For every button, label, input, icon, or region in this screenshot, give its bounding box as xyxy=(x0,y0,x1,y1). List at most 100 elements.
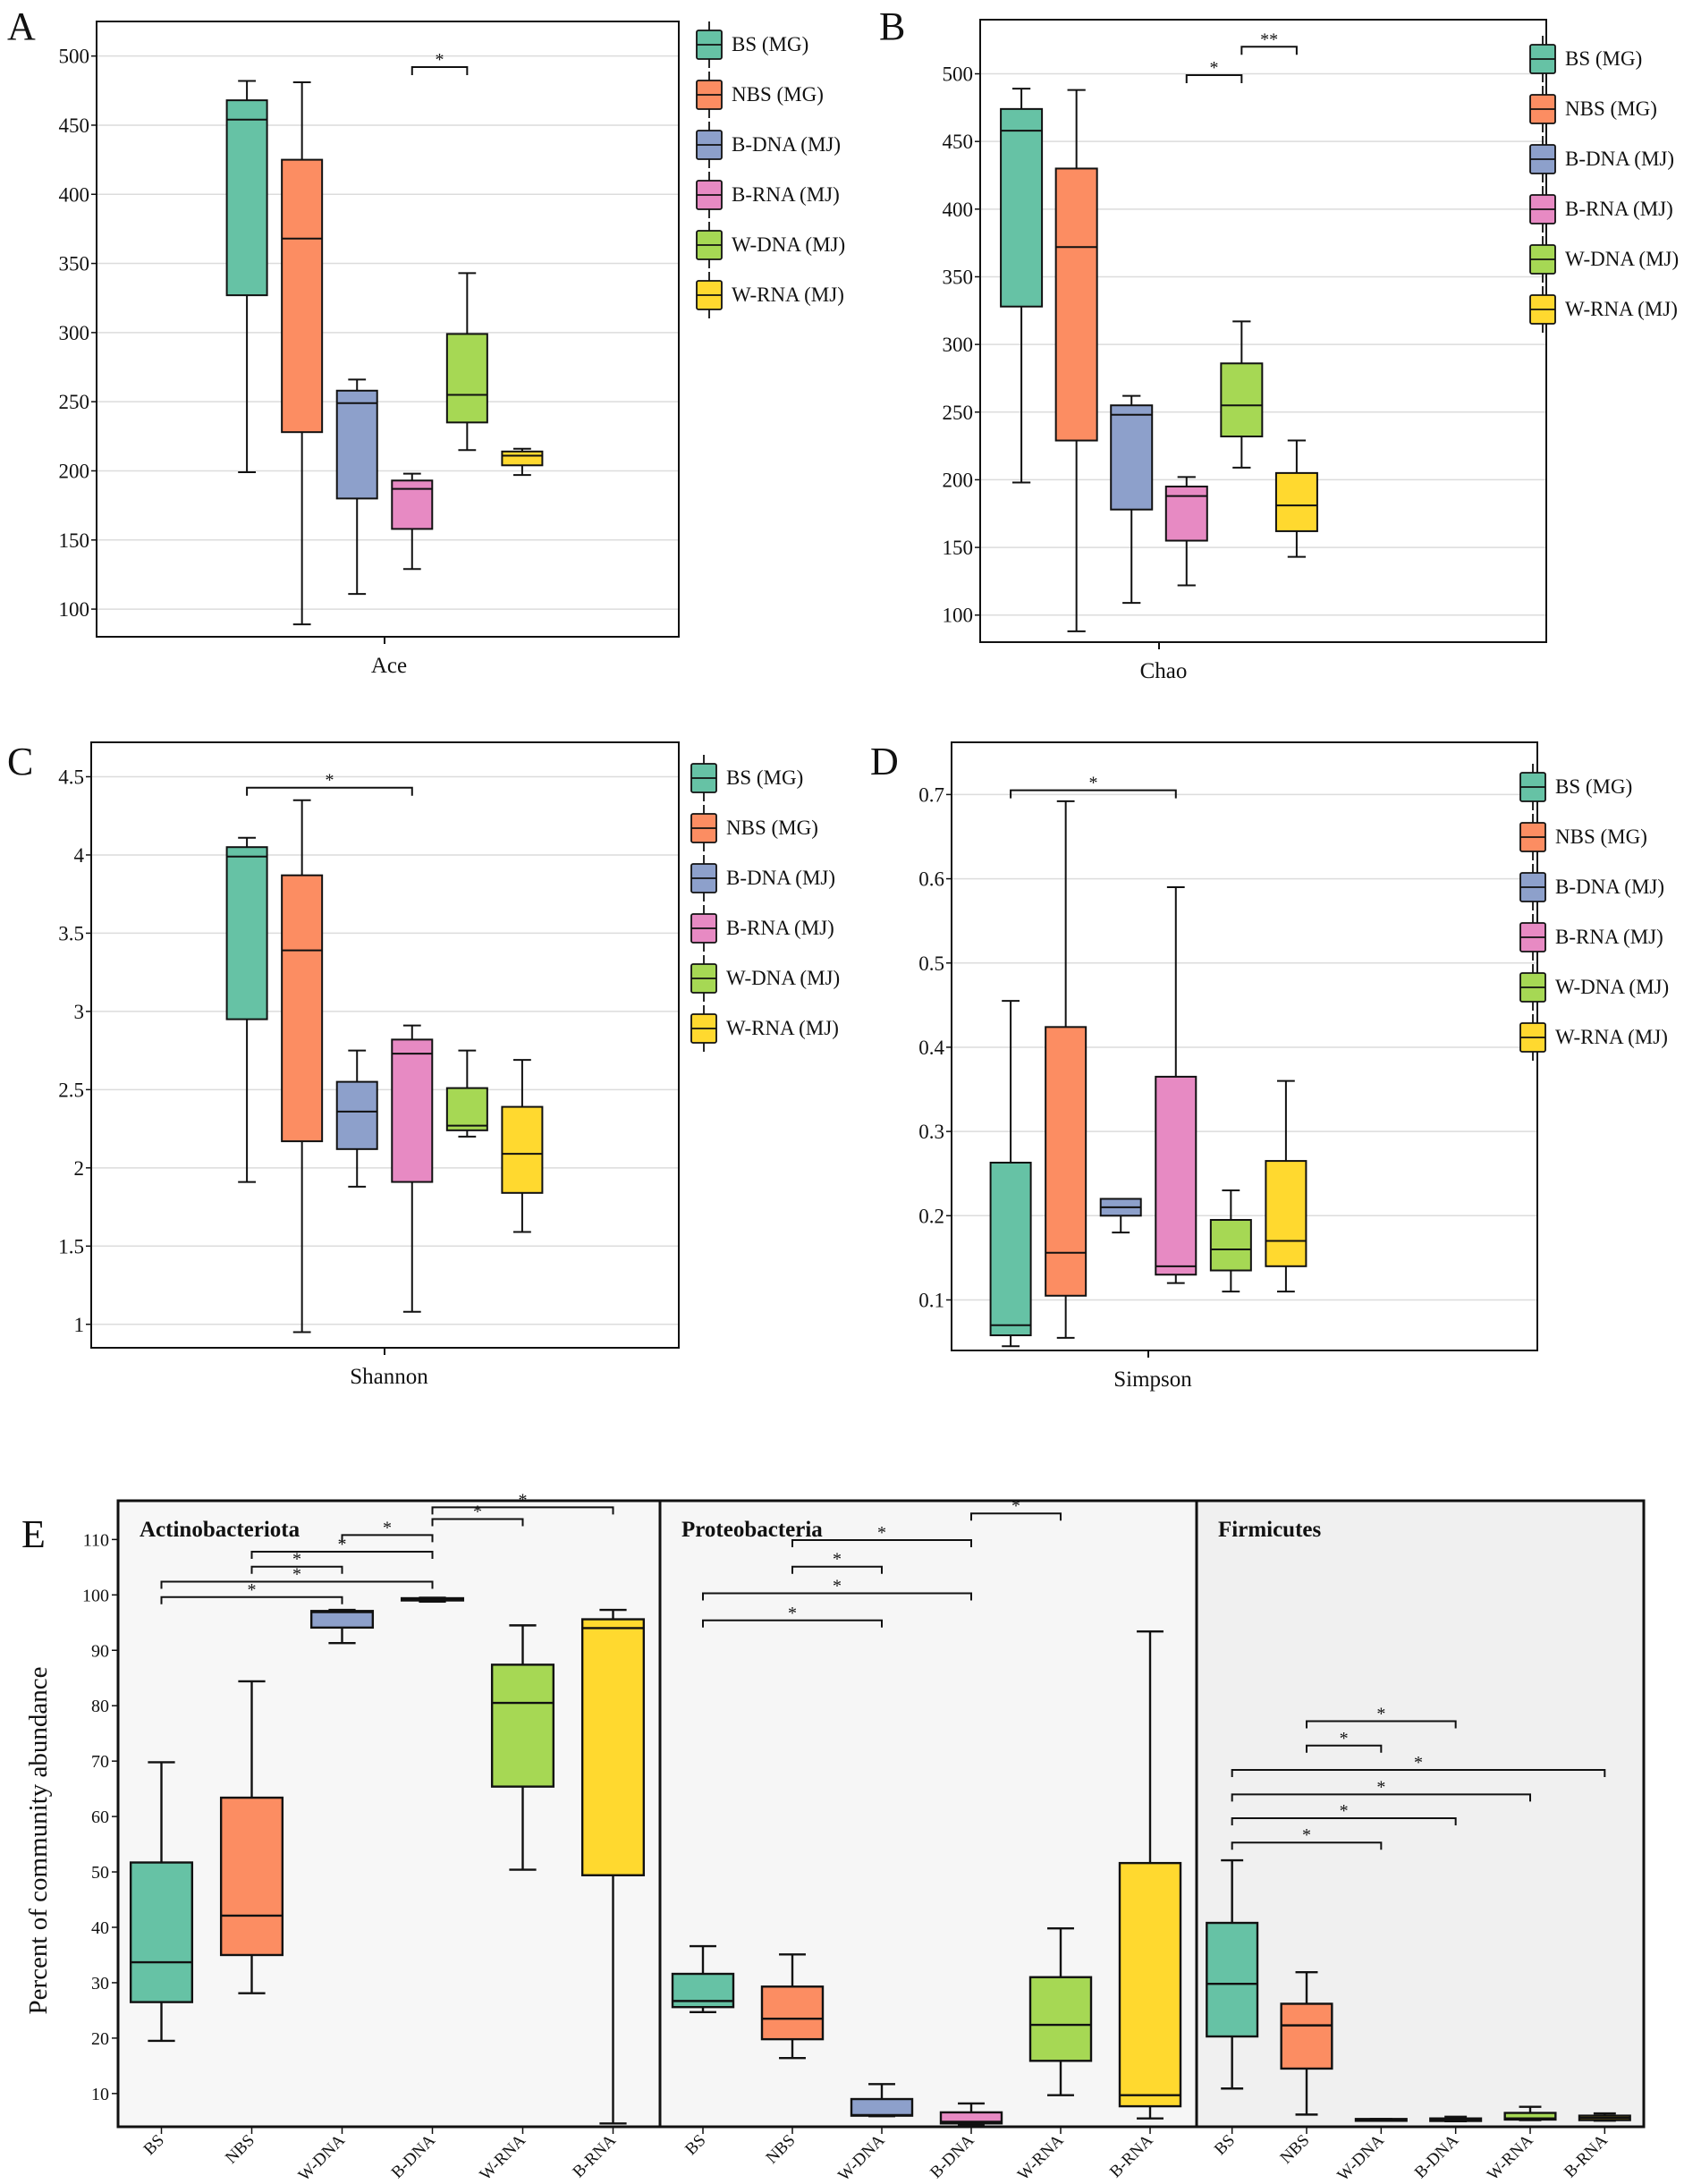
legend-boxplot-icon xyxy=(690,755,717,801)
y-axis-label: Percent of community abundance xyxy=(24,1667,53,2015)
significance-label: * xyxy=(1011,1496,1020,1516)
box-iqr xyxy=(225,99,268,297)
box-plot xyxy=(335,378,378,596)
legend-label: W-RNA (MJ) xyxy=(732,284,844,306)
plot-frame xyxy=(90,741,680,1349)
box-iqr xyxy=(281,158,324,434)
legend-boxplot-icon xyxy=(1519,814,1546,860)
y-tick-label: 40 xyxy=(91,1918,109,1938)
legend-label: W-DNA (MJ) xyxy=(732,233,846,256)
box-plot xyxy=(129,1761,194,2043)
bracket-line xyxy=(791,1565,883,1574)
box-plot xyxy=(501,447,544,477)
box-plot xyxy=(1209,1189,1252,1293)
legend-label: NBS (MG) xyxy=(726,817,818,839)
legend-boxplot-icon xyxy=(690,905,717,952)
box-plot xyxy=(445,272,488,452)
legend-boxplot-icon xyxy=(1529,86,1556,132)
facet-frame xyxy=(1195,1499,1646,2129)
legend-item: W-RNA (MJ) xyxy=(1518,1012,1669,1062)
box-plot xyxy=(309,1608,375,1645)
bracket-line xyxy=(1240,46,1298,55)
box-plot xyxy=(1429,2115,1483,2123)
legend-item: W-DNA (MJ) xyxy=(689,953,840,1003)
bracket-line xyxy=(702,1592,972,1601)
legend-item: W-RNA (MJ) xyxy=(1528,284,1679,334)
facet-title: Actinobacteriota xyxy=(140,1518,300,1542)
facet-frame xyxy=(116,1499,662,2129)
legend-label: B-RNA (MJ) xyxy=(1565,198,1673,220)
legend-boxplot-icon xyxy=(690,805,717,851)
box-iqr xyxy=(1000,107,1044,308)
box-plot xyxy=(391,1024,434,1313)
legend-item: B-DNA (MJ) xyxy=(689,853,840,903)
legend-label: NBS (MG) xyxy=(1565,97,1657,120)
significance-bracket: * xyxy=(1231,1801,1457,1825)
bracket-line xyxy=(160,1580,434,1589)
box-iqr xyxy=(281,874,324,1143)
box-iqr xyxy=(490,1663,555,1788)
significance-label: * xyxy=(473,1502,482,1521)
legend-item: B-RNA (MJ) xyxy=(689,903,840,953)
chart-panel-simpson: 0.1 0.2 0.3 0.4 0.5 0.6 0.7 Simpson * xyxy=(918,741,1538,1392)
y-tick-label: 50 xyxy=(91,1863,109,1883)
significance-bracket: * xyxy=(1010,774,1177,799)
y-tick-label: 4.5 xyxy=(58,766,84,788)
box-plot xyxy=(225,80,268,474)
significance-bracket: * xyxy=(160,1580,343,1604)
y-tick-label: 0.3 xyxy=(918,1121,944,1143)
significance-bracket: * xyxy=(250,1535,434,1559)
box-iqr xyxy=(1045,1026,1087,1297)
y-tick-label: 100 xyxy=(943,605,974,627)
y-tick-label: 0.7 xyxy=(918,783,944,806)
box-iqr xyxy=(1118,1861,1182,2108)
legend-panel-b: BS (MG) NBS (MG) B-DNA (MJ) B-RNA (MJ) W-DNA… xyxy=(1528,34,1679,334)
bracket-line xyxy=(1231,1816,1457,1825)
box-iqr xyxy=(580,1618,646,1876)
y-tick-label: 350 xyxy=(59,253,90,275)
y-tick-label: 450 xyxy=(943,131,974,153)
y-tick-label: 80 xyxy=(91,1697,109,1716)
chart-panel-phylum-abundance: Percent of community abundance 10 20 30 40 50… xyxy=(24,1490,1646,2184)
significance-label: * xyxy=(292,1550,301,1570)
box-iqr xyxy=(671,1972,735,2009)
box-iqr xyxy=(1206,1921,1259,2038)
bracket-line xyxy=(246,786,413,796)
legend-boxplot-icon xyxy=(1519,914,1546,961)
y-tick-label: 100 xyxy=(82,1586,109,1605)
legend-label: BS (MG) xyxy=(732,33,809,55)
legend-label: B-RNA (MJ) xyxy=(726,917,834,939)
legend-boxplot-icon xyxy=(696,21,723,68)
y-tick-label: 250 xyxy=(943,402,974,424)
legend-label: B-DNA (MJ) xyxy=(1565,148,1675,170)
box-plot xyxy=(1220,320,1264,469)
facet-frame xyxy=(658,1499,1198,2129)
significance-bracket: * xyxy=(702,1604,883,1628)
significance-label: * xyxy=(833,1550,842,1570)
significance-label: * xyxy=(1376,1777,1385,1797)
significance-bracket: * xyxy=(250,1550,343,1574)
box-plot xyxy=(490,1624,555,1871)
significance-bracket: * xyxy=(1306,1729,1383,1753)
y-tick-label: 20 xyxy=(91,2029,109,2049)
box-plot xyxy=(400,1596,465,1603)
legend-label: BS (MG) xyxy=(1555,775,1633,798)
box-iqr xyxy=(1209,1219,1252,1272)
y-tick-label: 100 xyxy=(59,598,90,621)
significance-label: ** xyxy=(1260,30,1278,49)
y-tick-label: 300 xyxy=(943,334,974,356)
y-tick-label: 0.5 xyxy=(918,952,944,975)
y-tick-label: 400 xyxy=(59,183,90,206)
y-tick-label: 0.4 xyxy=(918,1037,944,1059)
bracket-line xyxy=(250,1565,343,1574)
bracket-line xyxy=(1185,74,1243,84)
bracket-line xyxy=(791,1538,972,1547)
box-plot xyxy=(580,1608,646,2125)
box-plot xyxy=(1280,1970,1333,2116)
legend-item: NBS (MG) xyxy=(1528,84,1679,134)
box-iqr xyxy=(1155,1075,1197,1276)
significance-label: * xyxy=(1340,1801,1349,1821)
significance-bracket: * xyxy=(431,1502,524,1527)
significance-bracket: * xyxy=(1185,58,1243,84)
legend-panel-a: BS (MG) NBS (MG) B-DNA (MJ) B-RNA (MJ) W-DNA… xyxy=(694,20,845,320)
